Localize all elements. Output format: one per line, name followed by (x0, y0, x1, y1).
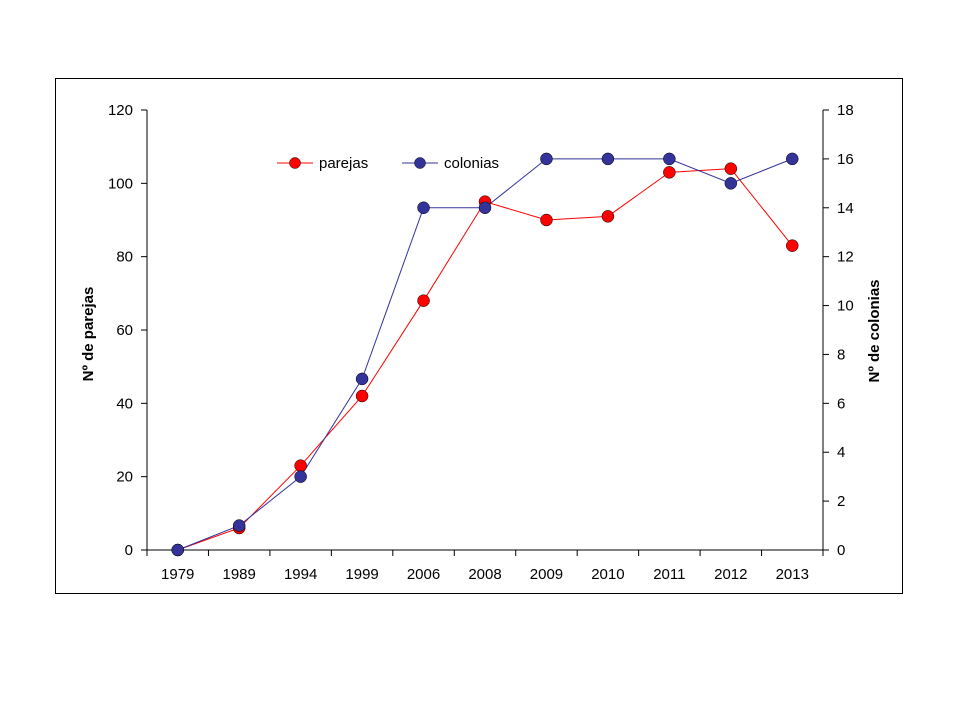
y-tick-label-right: 14 (837, 200, 854, 217)
data-point-colonias (417, 201, 430, 215)
y-axis-title-left: Nº de parejas (80, 287, 97, 382)
y-tick-label-left: 40 (116, 395, 133, 412)
x-tick-label: 1999 (345, 566, 378, 583)
data-point-parejas (601, 210, 615, 223)
y-tick-label-right: 18 (837, 102, 854, 119)
y-tick-label-right: 12 (837, 249, 854, 266)
legend-marker-parejas (289, 157, 301, 169)
legend-label-parejas: parejas (319, 155, 368, 172)
y-tick-label-right: 4 (837, 444, 845, 461)
x-tick-label: 2012 (714, 566, 747, 583)
y-tick-label-left: 0 (125, 542, 133, 559)
data-point-colonias (171, 543, 184, 557)
y-tick-label-right: 10 (837, 298, 854, 315)
legend-marker-colonias (414, 157, 426, 169)
y-tick-label-left: 120 (108, 102, 133, 119)
x-tick-label: 1994 (284, 566, 317, 583)
data-point-colonias (478, 201, 492, 215)
y-tick-label-right: 8 (837, 346, 845, 363)
y-tick-label-left: 20 (116, 469, 133, 486)
legend-label-colonias: colonias (444, 155, 499, 172)
series-line-parejas (177, 168, 793, 551)
x-tick-label: 2008 (468, 566, 501, 583)
y-axis-title-right: Nº de colonias (866, 279, 883, 382)
y-tick-label-right: 16 (837, 151, 854, 168)
data-point-parejas (294, 459, 307, 472)
data-point-colonias (786, 152, 799, 166)
x-axis: 1979 1989 1994 1999 2006 2008 2009 2010 2011 2012… (146, 549, 824, 583)
x-tick-label: 2009 (530, 566, 563, 583)
data-point-parejas (663, 166, 676, 179)
series-line-colonias (177, 158, 793, 551)
y-axis-right: 0 2 4 6 8 10 12 14 16 18 (822, 102, 854, 559)
data-point-colonias (355, 372, 369, 386)
data-point-colonias (232, 519, 246, 532)
chart-frame (55, 78, 903, 594)
data-point-colonias (540, 152, 553, 166)
y-tick-label-left: 100 (108, 175, 133, 192)
x-tick-label: 1989 (222, 566, 255, 583)
x-tick-label: 2010 (591, 566, 624, 583)
y-tick-label-right: 6 (837, 395, 845, 412)
y-tick-label-right: 0 (837, 542, 845, 559)
y-tick-label-left: 60 (116, 322, 133, 339)
x-tick-label: 2013 (776, 566, 809, 583)
data-point-colonias (294, 470, 307, 483)
data-point-parejas (417, 294, 430, 307)
data-point-parejas (540, 213, 553, 227)
series-layer (171, 152, 799, 557)
data-point-colonias (724, 177, 738, 190)
x-tick-label: 2006 (407, 566, 440, 583)
data-point-colonias (601, 152, 615, 166)
data-point-parejas (355, 389, 369, 403)
y-axis-left: 0 20 40 60 80 100 120 (108, 102, 148, 559)
data-point-colonias (663, 152, 676, 166)
data-point-parejas (786, 239, 799, 252)
y-tick-label-right: 2 (837, 493, 845, 510)
x-tick-label: 2011 (653, 566, 685, 583)
data-point-parejas (724, 162, 738, 175)
x-tick-label: 1979 (161, 566, 194, 583)
legend: parejas colonias (277, 155, 499, 172)
y-tick-label-left: 80 (116, 249, 133, 266)
